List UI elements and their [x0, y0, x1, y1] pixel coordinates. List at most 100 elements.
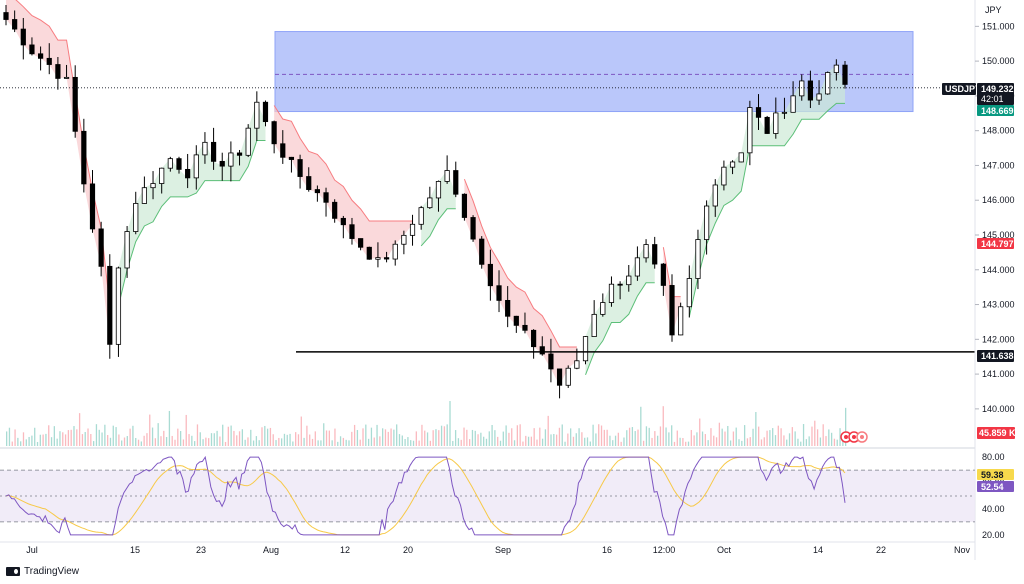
- price-tick-label: 150.000: [982, 56, 1015, 66]
- volume-bar: [654, 431, 656, 446]
- candle-body: [487, 263, 493, 287]
- volume-bar: [87, 428, 89, 446]
- volume-bar: [539, 427, 541, 446]
- volume-bar: [199, 432, 201, 446]
- price-tick-label: 151.000: [982, 21, 1015, 31]
- volume-bar: [325, 430, 328, 446]
- volume-bar: [822, 424, 824, 446]
- volume-bar: [8, 427, 11, 446]
- support-badge: 141.638: [977, 350, 1014, 362]
- candle-body: [306, 176, 312, 190]
- volume-bar: [424, 430, 426, 446]
- footer-branding[interactable]: TradingView: [6, 566, 79, 577]
- time-axis[interactable]: Jul 15 23 Aug 12 20 Sep 16 12:00 Oct 14 22 Nov: [26, 545, 970, 555]
- volume-bar: [208, 438, 210, 446]
- volume-bar: [132, 425, 134, 446]
- candle-body: [678, 306, 684, 336]
- candle-body: [55, 64, 61, 79]
- volume-bar: [626, 430, 628, 446]
- volume-bar: [286, 434, 288, 446]
- volume-bar: [309, 434, 311, 446]
- time-tick-label: 15: [130, 545, 140, 555]
- volume-bar: [404, 439, 406, 446]
- volume-bar: [157, 423, 159, 446]
- economic-events-icon[interactable]: [840, 431, 868, 443]
- volume-bar: [401, 435, 403, 446]
- volume-bar: [814, 420, 816, 446]
- volume-bar: [376, 424, 378, 446]
- candle-body: [470, 217, 476, 240]
- volume-bar: [300, 416, 302, 446]
- candle-body: [81, 130, 87, 185]
- volume-bar: [772, 428, 774, 446]
- volume-bar: [511, 428, 513, 446]
- volume-bar: [732, 431, 735, 446]
- candle-body: [505, 299, 511, 317]
- volume-bar: [715, 437, 718, 446]
- volume-bar: [224, 441, 227, 446]
- volume-bar: [508, 432, 510, 446]
- candle-body: [314, 189, 320, 194]
- volume-bar: [564, 441, 566, 446]
- candle-body: [366, 246, 372, 260]
- volume-bar: [830, 432, 833, 446]
- rsi-value: 59.38: [981, 470, 1004, 480]
- volume-bar: [238, 431, 241, 446]
- volume-bar: [687, 441, 690, 446]
- volume-bar: [811, 426, 813, 446]
- volume-bar: [777, 425, 779, 446]
- volume-bar: [690, 429, 692, 446]
- volume-bar: [494, 430, 496, 446]
- volume-bar: [446, 424, 448, 446]
- volume-bar: [774, 435, 777, 446]
- rsi-pane: [0, 455, 975, 536]
- volume-bar: [488, 431, 490, 446]
- volume-bar: [14, 429, 16, 446]
- volume-bar: [833, 438, 836, 446]
- volume-bar: [317, 440, 319, 446]
- candle-body: [842, 64, 848, 85]
- volume-bar: [710, 428, 712, 446]
- volume-bar: [56, 438, 58, 446]
- volume-bar: [673, 441, 676, 446]
- volume-bar: [752, 428, 754, 446]
- rsi-ma-badge: 52.54: [977, 481, 1014, 492]
- trail-down-line: [273, 105, 413, 222]
- volume-bar: [780, 428, 782, 446]
- volume-bar: [595, 433, 597, 446]
- volume-bar: [547, 415, 549, 446]
- symbol-badge: USDJPY: [942, 83, 981, 95]
- volume-bar: [438, 430, 440, 446]
- volume-bar: [845, 407, 847, 446]
- time-tick-label: 23: [196, 545, 206, 555]
- volume-bar: [603, 429, 605, 446]
- candle-body: [695, 239, 701, 279]
- candle-body: [643, 244, 649, 259]
- volume-bar: [766, 430, 768, 446]
- level-lines: [0, 87, 975, 353]
- volume-bar: [699, 418, 701, 446]
- volume-bar: [797, 438, 799, 446]
- trail-green-badge: 148.669: [977, 105, 1014, 116]
- volume-bar: [609, 435, 611, 446]
- candle-body: [323, 192, 329, 203]
- candle-body: [210, 141, 217, 162]
- candle-body: [479, 238, 485, 265]
- volume-bar: [306, 425, 308, 446]
- volume-bar: [179, 431, 182, 446]
- volume-bar: [606, 429, 608, 446]
- volume-bar: [188, 434, 190, 446]
- volume-bar: [746, 438, 749, 446]
- volume-bar: [191, 435, 193, 446]
- volume-bar: [783, 435, 785, 446]
- candle-body: [20, 28, 26, 46]
- candle-body: [236, 152, 243, 156]
- candle-body: [383, 257, 390, 260]
- volume-bar: [645, 426, 648, 446]
- volume-bar: [794, 431, 796, 446]
- volume-bar: [676, 430, 678, 446]
- candle-body: [686, 278, 692, 308]
- volume-bar: [168, 410, 171, 446]
- volume-bar: [205, 437, 207, 446]
